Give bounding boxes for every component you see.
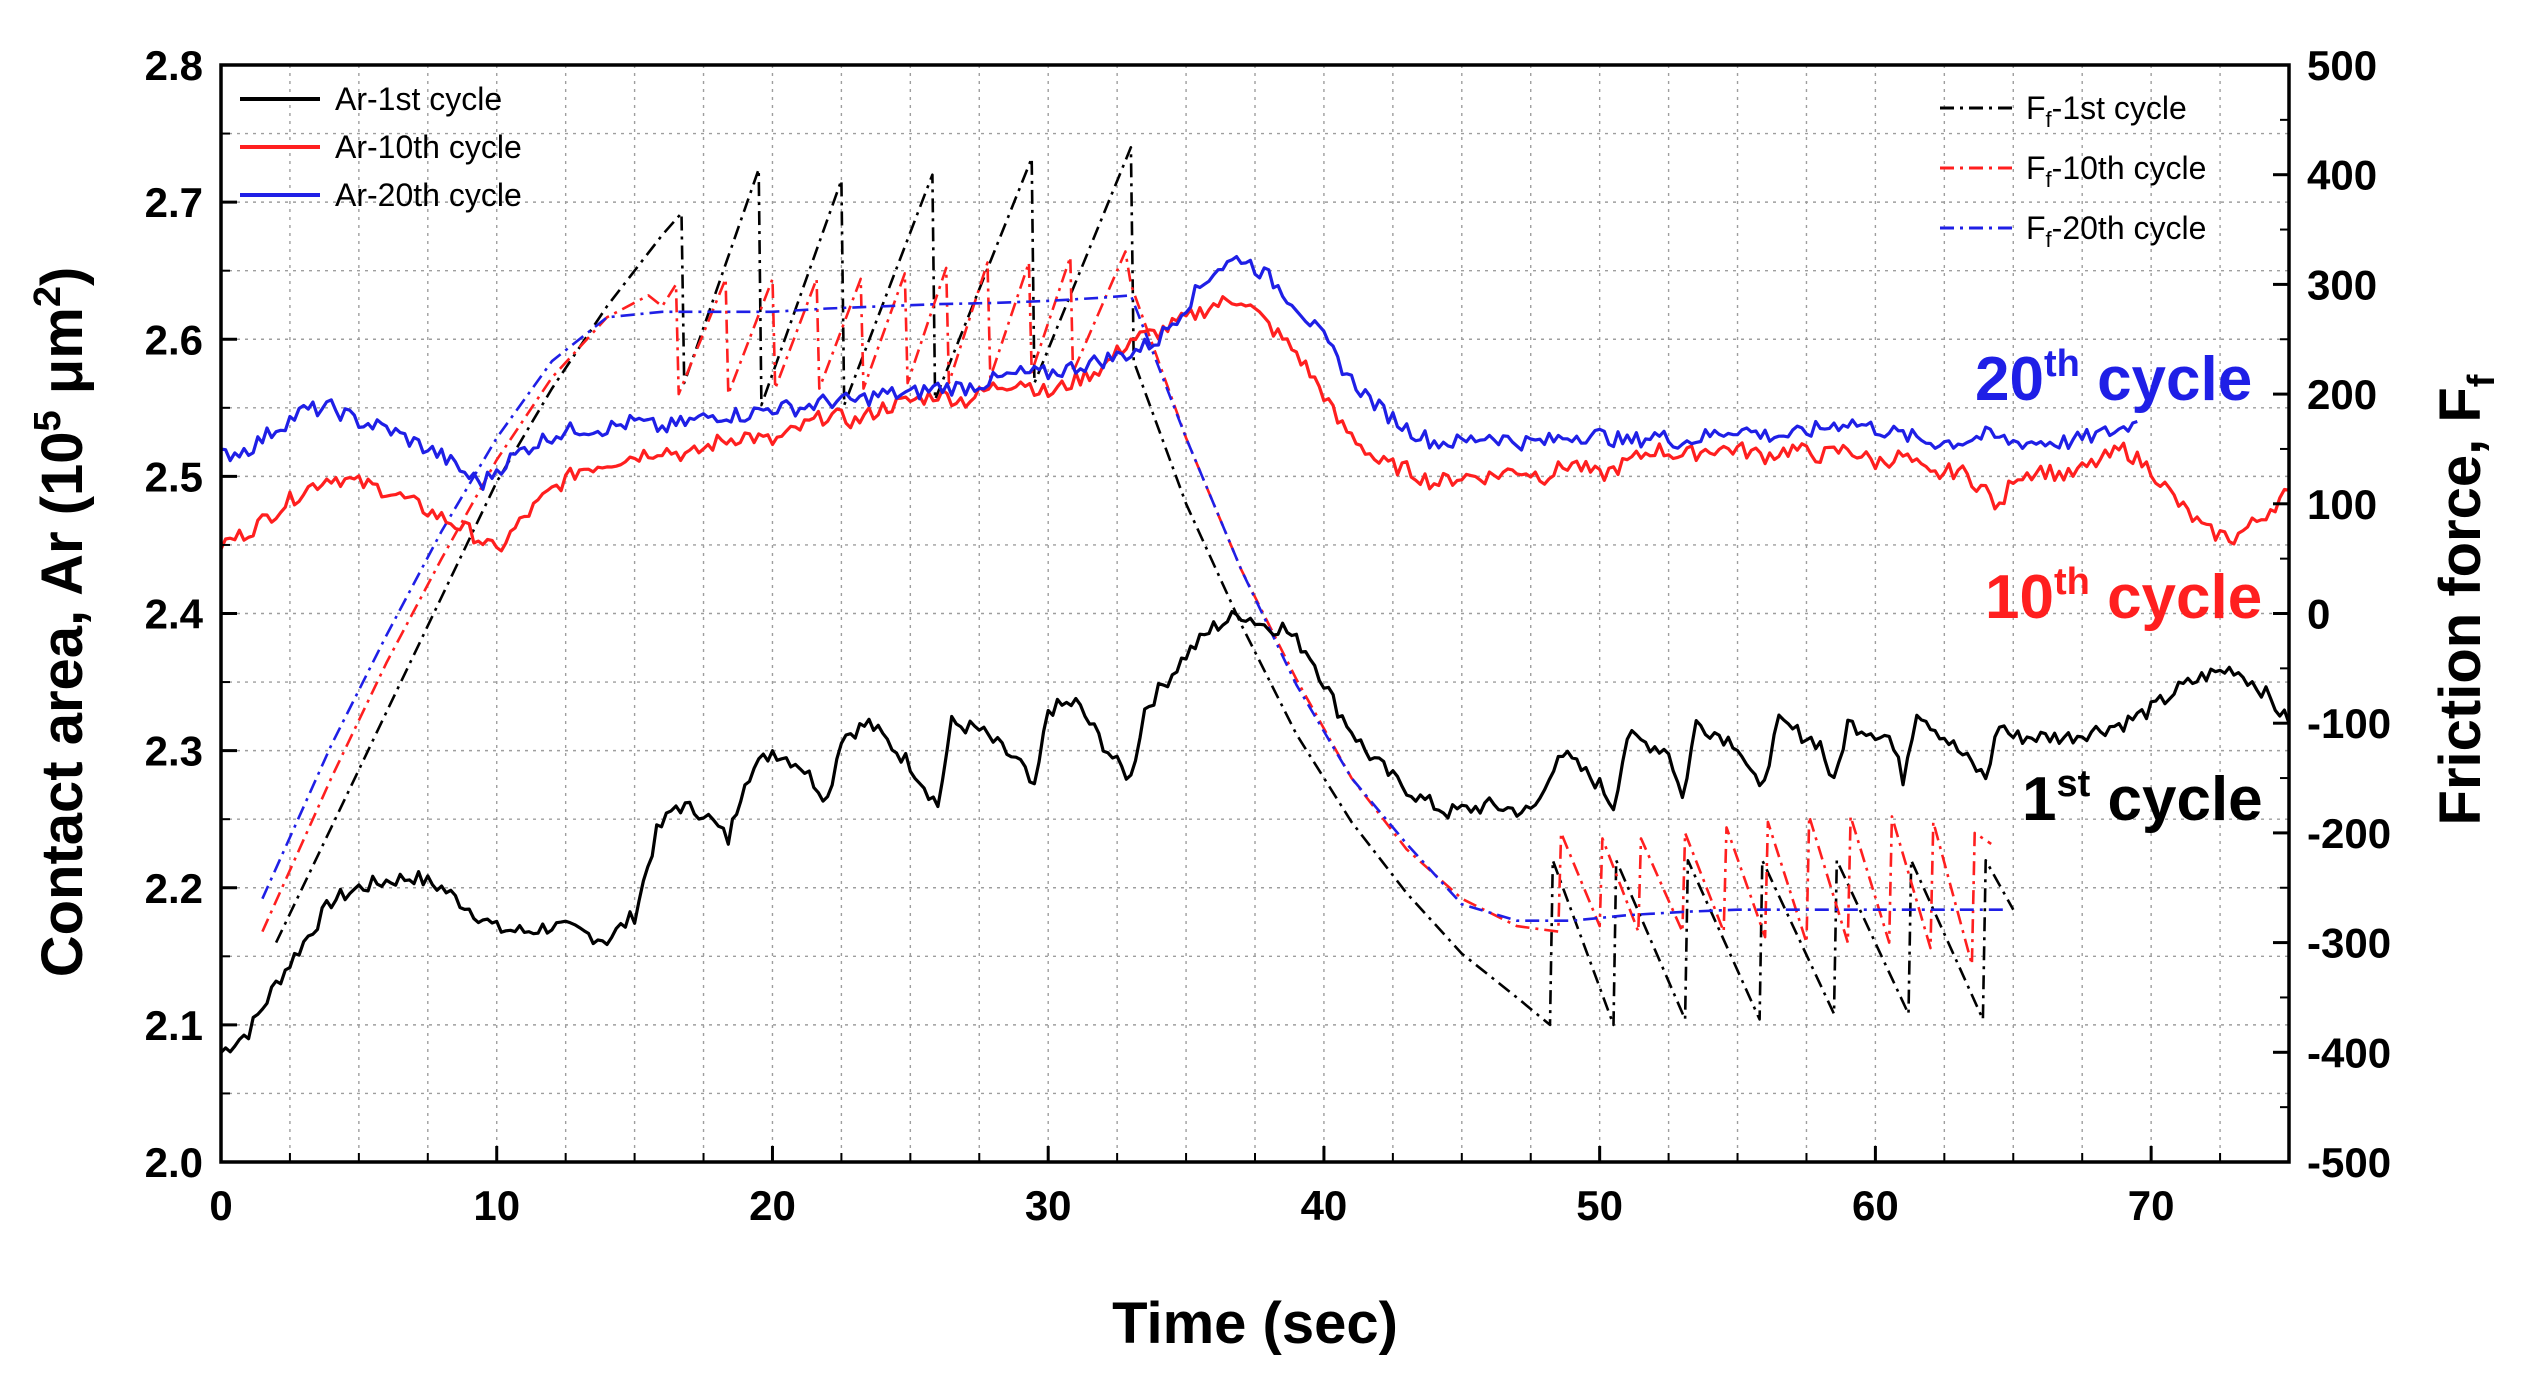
- x-tick-label: 10: [473, 1182, 520, 1229]
- annotation-20th-cycle: 20th cycle: [1975, 343, 2252, 414]
- y2-axis-title-sub: f: [2461, 374, 2503, 387]
- y-tick-label: 2.5: [145, 453, 203, 500]
- y2-tick-label: 400: [2307, 152, 2377, 199]
- legend-left-label-3: Ar-20th cycle: [335, 177, 522, 213]
- legend-right-label-2-pre: F: [2026, 150, 2046, 186]
- y-axis-title-prefix: Contact area, Ar (10: [30, 431, 95, 977]
- annotation-1st-sup: st: [2056, 763, 2090, 805]
- y2-axis-title: Friction force, Ff: [2428, 374, 2503, 825]
- series-line-0: [221, 610, 2289, 1054]
- annotation-20th-num: 20: [1975, 345, 2044, 414]
- x-tick-label: 40: [1301, 1182, 1348, 1229]
- legend-right-label-1-post: -1st cycle: [2052, 90, 2187, 126]
- y2-tick-label: 0: [2307, 591, 2330, 638]
- annotation-10th-num: 10: [1985, 563, 2054, 632]
- y2-tick-label: 200: [2307, 371, 2377, 418]
- y-tick-label: 2.1: [145, 1002, 203, 1049]
- y-axis-title-sup1: 5: [27, 410, 69, 431]
- series-layer: [221, 146, 2289, 1054]
- x-tick-label: 0: [209, 1182, 232, 1229]
- y-axis-title-sup2: 2: [27, 286, 69, 307]
- x-axis-title: Time (sec): [1112, 1291, 1398, 1356]
- y2-tick-label: -400: [2307, 1029, 2391, 1076]
- y-tick-label: 2.2: [145, 865, 203, 912]
- annotation-10th-word: cycle: [2090, 563, 2262, 632]
- y-tick-label: 2.7: [145, 179, 203, 226]
- y2-tick-label: 300: [2307, 261, 2377, 308]
- legend-right-label-3: Ff-20th cycle: [2026, 210, 2206, 252]
- y-axis-title: Contact area, Ar (105 μm2): [27, 267, 95, 978]
- legend-left: Ar-1st cycle Ar-10th cycle Ar-20th cycle: [240, 81, 522, 213]
- x-tick-label: 50: [1576, 1182, 1623, 1229]
- y-tick-label: 2.3: [145, 728, 203, 775]
- y-tick-label: 2.4: [145, 591, 204, 638]
- legend-right-label-1-pre: F: [2026, 90, 2046, 126]
- annotation-20th-word: cycle: [2080, 345, 2252, 414]
- annotation-10th-sup: th: [2054, 561, 2090, 603]
- series-line-4: [261, 250, 1992, 966]
- tick-layer: 0 10 20 30 40 50 60 702.02.12.22.32.42.52.62.72…: [145, 42, 2391, 1229]
- annotation-1st-cycle: 1st cycle: [2022, 763, 2263, 834]
- legend-right: Ff-1st cycle Ff-10th cycle Ff-20th cycle: [1940, 90, 2206, 252]
- annotation-1st-num: 1: [2022, 765, 2056, 834]
- y2-tick-label: -500: [2307, 1139, 2391, 1186]
- legend-right-label-1-sub: f: [2046, 107, 2053, 132]
- y2-tick-label: 100: [2307, 481, 2377, 528]
- series-line-1: [221, 295, 2289, 553]
- x-tick-label: 70: [2128, 1182, 2175, 1229]
- series-line-5: [261, 294, 2008, 922]
- y-tick-label: 2.8: [145, 42, 203, 89]
- legend-right-label-2: Ff-10th cycle: [2026, 150, 2206, 192]
- legend-left-label-1: Ar-1st cycle: [335, 81, 502, 117]
- legend-right-label-2-post: -10th cycle: [2052, 150, 2207, 186]
- annotation-20th-sup: th: [2044, 343, 2080, 385]
- annotation-1st-word: cycle: [2090, 765, 2262, 834]
- series-line-3: [274, 146, 2015, 1027]
- legend-right-label-3-post: -20th cycle: [2052, 210, 2207, 246]
- series-line-2: [221, 255, 2138, 491]
- x-tick-label: 30: [1025, 1182, 1072, 1229]
- y2-tick-label: -200: [2307, 810, 2391, 857]
- legend-right-label-3-pre: F: [2026, 210, 2046, 246]
- y2-tick-label: -300: [2307, 920, 2391, 967]
- y-axis-title-mid: μm: [30, 307, 95, 410]
- legend-right-label-1: Ff-1st cycle: [2026, 90, 2187, 132]
- y-tick-label: 2.6: [145, 316, 203, 363]
- legend-right-label-3-sub: f: [2046, 227, 2053, 252]
- legend-right-label-2-sub: f: [2046, 167, 2053, 192]
- legend-left-label-2: Ar-10th cycle: [335, 129, 522, 165]
- y-axis-title-suffix: ): [30, 267, 95, 286]
- y-tick-label: 2.0: [145, 1139, 203, 1186]
- y2-tick-label: 500: [2307, 42, 2377, 89]
- y2-axis-title-prefix: Friction force, F: [2428, 387, 2493, 825]
- annotation-10th-cycle: 10th cycle: [1985, 561, 2262, 632]
- x-tick-label: 20: [749, 1182, 796, 1229]
- x-tick-label: 60: [1852, 1182, 1899, 1229]
- y2-tick-label: -100: [2307, 700, 2391, 747]
